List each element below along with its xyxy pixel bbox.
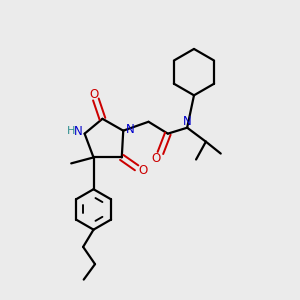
Text: N: N [183,115,192,128]
Text: H: H [67,126,76,136]
Text: N: N [126,123,135,136]
Text: O: O [138,164,147,177]
Text: O: O [90,88,99,100]
Text: O: O [151,152,160,165]
Text: N: N [74,125,82,138]
